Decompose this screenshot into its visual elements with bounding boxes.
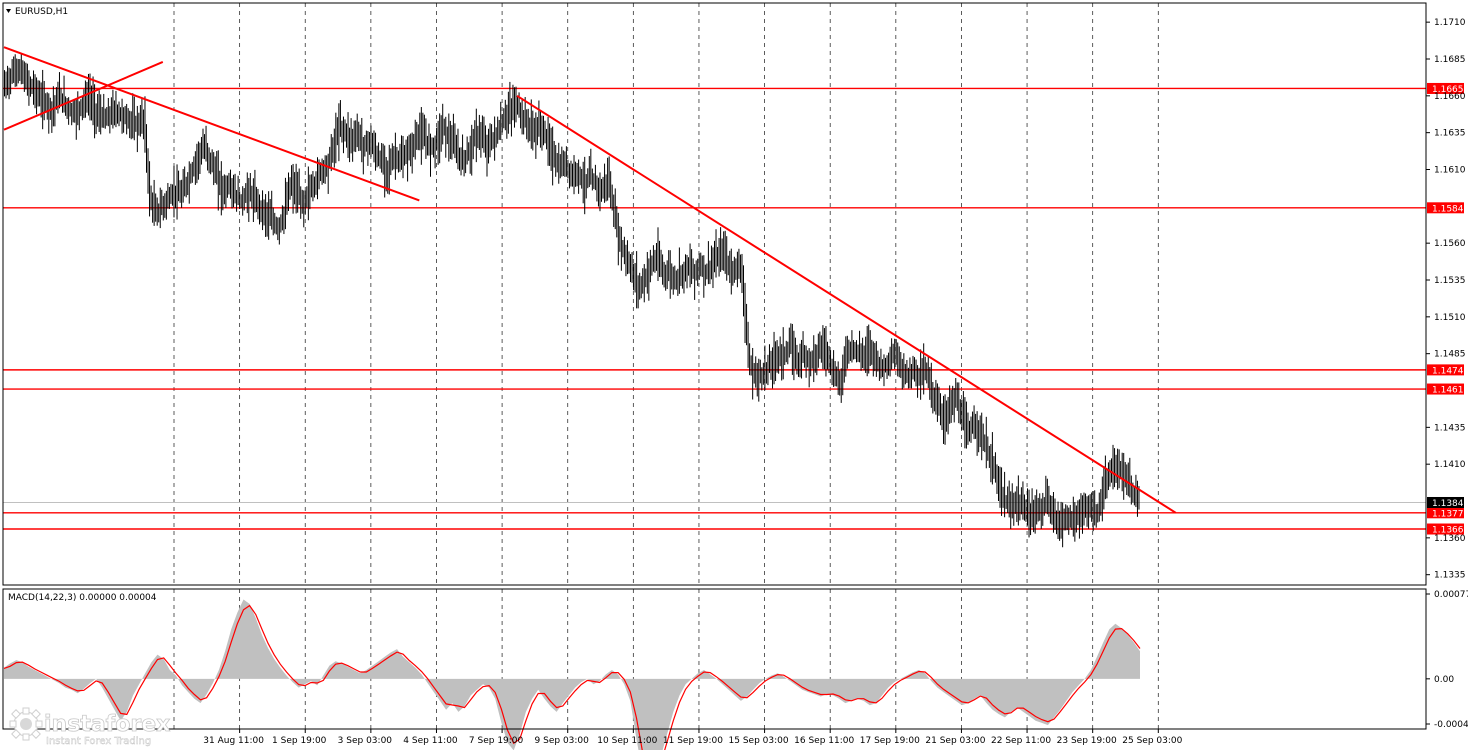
price-axis: 1.1710 1.1685 1.1660 1.1635 1.1610 1.1560 1.15… xyxy=(1426,18,1468,730)
price-tick-label: 1.1485 xyxy=(1434,350,1466,360)
macd-panel xyxy=(3,599,1141,750)
price-tick-label: 1.1710 xyxy=(1434,18,1466,28)
triangle-down-icon[interactable] xyxy=(6,9,11,13)
price-tick-label: 1.1660 xyxy=(1434,92,1466,102)
logo-text: instaforex xyxy=(44,712,170,737)
level-tag xyxy=(1427,523,1464,535)
gear-logo-icon: instaforex Instant Forex Trading xyxy=(9,707,171,747)
level-tag xyxy=(1427,202,1464,214)
time-tick-label: 3 Sep 03:00 xyxy=(338,736,393,746)
time-tick-label: 25 Sep 03:00 xyxy=(1122,736,1182,746)
level-tag xyxy=(1427,82,1464,94)
level-tag-label: 1.1665 xyxy=(1432,85,1464,95)
time-tick-label: 10 Sep 11:00 xyxy=(597,736,657,746)
level-tag xyxy=(1427,507,1464,519)
time-tick-label: 23 Sep 19:00 xyxy=(1057,736,1117,746)
time-tick-label: 11 Sep 19:00 xyxy=(663,736,723,746)
time-tick-label: 7 Sep 19:00 xyxy=(469,736,524,746)
time-axis: 31 Aug 11:00 1 Sep 19:00 3 Sep 03:00 4 Sep … xyxy=(203,729,1183,746)
macd-tick-label: 0.00077 xyxy=(1434,590,1468,600)
current-price-tag xyxy=(1427,496,1464,508)
time-tick-label: 31 Aug 11:00 xyxy=(203,736,264,746)
price-tick-label: 1.1335 xyxy=(1434,571,1466,581)
macd-signal-line xyxy=(3,604,1141,750)
instaforex-logo: instaforex Instant Forex Trading xyxy=(4,707,182,749)
price-tick-label: 1.1435 xyxy=(1434,423,1466,433)
trendline xyxy=(3,46,420,202)
time-tick-label: 15 Sep 03:00 xyxy=(729,736,789,746)
price-tick-label: 1.1510 xyxy=(1434,313,1466,323)
macd-plot-border xyxy=(2,588,1427,730)
time-tick-label: 22 Sep 11:00 xyxy=(991,736,1051,746)
macd-label: MACD(14,22,3) 0.00000 0.00004 xyxy=(8,593,157,603)
macd-tick-label: -0.00041 xyxy=(1434,720,1468,730)
time-tick-label: 9 Sep 03:00 xyxy=(535,736,590,746)
level-tag-label: 1.1366 xyxy=(1432,526,1464,536)
trendlines[interactable] xyxy=(3,46,1177,514)
symbol-header[interactable]: EURUSD,H1 xyxy=(6,7,68,17)
level-tag xyxy=(1427,383,1464,395)
time-tick-label: 21 Sep 03:00 xyxy=(925,736,985,746)
price-bars xyxy=(4,53,1140,548)
level-tag-label: 1.1377 xyxy=(1432,509,1464,519)
time-tick-label: 1 Sep 19:00 xyxy=(272,736,327,746)
symbol-label: EURUSD,H1 xyxy=(15,7,68,17)
current-price-label: 1.1384 xyxy=(1432,499,1464,509)
level-tag-label: 1.1584 xyxy=(1432,204,1464,214)
logo-tagline: Instant Forex Trading xyxy=(46,736,151,747)
price-tick-label: 1.1635 xyxy=(1434,129,1466,139)
trendline xyxy=(3,61,164,131)
time-tick-label: 16 Sep 11:00 xyxy=(794,736,854,746)
price-tick-label: 1.1410 xyxy=(1434,460,1466,470)
time-tick-label: 17 Sep 19:00 xyxy=(860,736,920,746)
chart-frame xyxy=(2,2,1427,730)
macd-tick-label: 0.00 xyxy=(1434,675,1454,685)
chart-grid xyxy=(173,3,1159,729)
level-tag-label: 1.1461 xyxy=(1432,386,1464,396)
price-tick-label: 1.1685 xyxy=(1434,55,1466,65)
level-tag xyxy=(1427,364,1464,376)
main-plot-border xyxy=(2,2,1427,586)
price-tick-label: 1.1560 xyxy=(1434,239,1466,249)
time-tick-label: 4 Sep 11:00 xyxy=(403,736,458,746)
price-tick-label: 1.1535 xyxy=(1434,276,1466,286)
level-tag-label: 1.1474 xyxy=(1432,366,1464,376)
horizontal-levels[interactable]: 1.1665 1.1584 1.1474 1.1461 1.1377 1.1366 1.13… xyxy=(3,82,1464,536)
price-tick-label: 1.1360 xyxy=(1434,534,1466,544)
trendline xyxy=(516,94,1177,514)
price-tick-label: 1.1610 xyxy=(1434,165,1466,175)
